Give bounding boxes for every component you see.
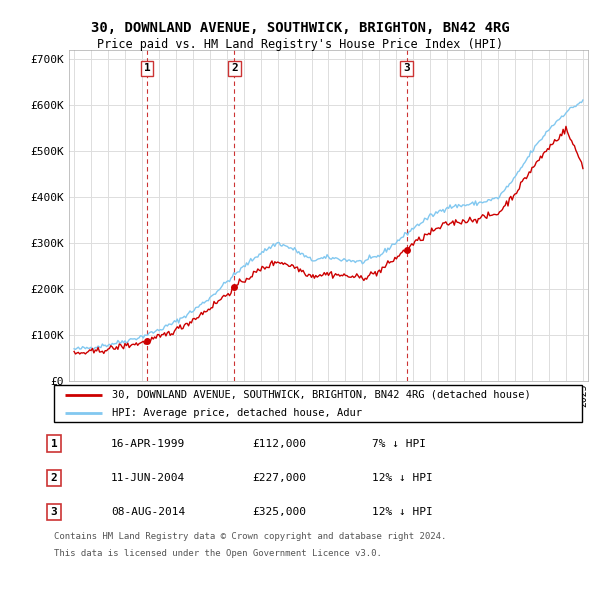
Text: This data is licensed under the Open Government Licence v3.0.: This data is licensed under the Open Gov… <box>54 549 382 558</box>
Text: 3: 3 <box>50 507 58 517</box>
Text: £227,000: £227,000 <box>252 473 306 483</box>
Text: Price paid vs. HM Land Registry's House Price Index (HPI): Price paid vs. HM Land Registry's House … <box>97 38 503 51</box>
Text: 30, DOWNLAND AVENUE, SOUTHWICK, BRIGHTON, BN42 4RG (detached house): 30, DOWNLAND AVENUE, SOUTHWICK, BRIGHTON… <box>112 390 531 399</box>
Text: 12% ↓ HPI: 12% ↓ HPI <box>372 507 433 517</box>
Text: 16-APR-1999: 16-APR-1999 <box>111 439 185 448</box>
Text: Contains HM Land Registry data © Crown copyright and database right 2024.: Contains HM Land Registry data © Crown c… <box>54 532 446 541</box>
Text: 2: 2 <box>50 473 58 483</box>
Text: HPI: Average price, detached house, Adur: HPI: Average price, detached house, Adur <box>112 408 362 418</box>
Text: 11-JUN-2004: 11-JUN-2004 <box>111 473 185 483</box>
Text: 30, DOWNLAND AVENUE, SOUTHWICK, BRIGHTON, BN42 4RG: 30, DOWNLAND AVENUE, SOUTHWICK, BRIGHTON… <box>91 21 509 35</box>
Text: 1: 1 <box>50 439 58 448</box>
Text: £112,000: £112,000 <box>252 439 306 448</box>
Text: 1: 1 <box>143 63 151 73</box>
Text: 7% ↓ HPI: 7% ↓ HPI <box>372 439 426 448</box>
Text: 08-AUG-2014: 08-AUG-2014 <box>111 507 185 517</box>
Text: 3: 3 <box>403 63 410 73</box>
FancyBboxPatch shape <box>54 385 582 422</box>
Text: 2: 2 <box>231 63 238 73</box>
Text: 12% ↓ HPI: 12% ↓ HPI <box>372 473 433 483</box>
Text: £325,000: £325,000 <box>252 507 306 517</box>
